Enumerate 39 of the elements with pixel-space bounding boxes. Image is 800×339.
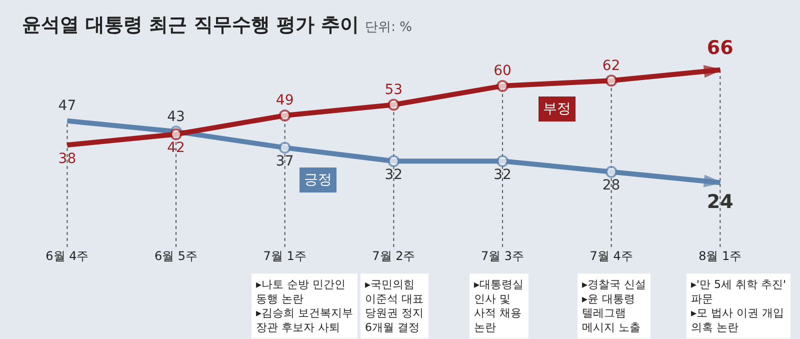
x-tick-label: 7월 2주 xyxy=(372,249,416,263)
series-label: 부정 xyxy=(543,101,571,117)
data-label: 32 xyxy=(384,166,403,183)
chart-subtitle: 단위: % xyxy=(365,20,412,35)
data-label: 43 xyxy=(167,108,185,125)
data-label: 42 xyxy=(167,140,185,156)
point xyxy=(605,74,618,87)
chart-title: 윤석열 대통령 최근 직무수행 평가 추이 xyxy=(22,14,360,36)
x-tick-label: 6월 5주 xyxy=(154,249,198,263)
point xyxy=(278,142,291,154)
data-label: 62 xyxy=(602,58,620,74)
point xyxy=(388,155,400,168)
point xyxy=(605,166,618,178)
text: ▸'만 5세 취학 추진' 파문 ▸모 법사 이권 개입 의혹 논란 xyxy=(691,278,786,334)
text: ▸국민의힘 이준석 대표 당원권 정지 6개월 결정 xyxy=(365,278,424,334)
x-tick-label: 7월 1주 xyxy=(263,249,306,263)
text: ▸나토 순방 민간인 동행 논란 ▸김승희 보건복지부 장관 후보자 사퇴 xyxy=(256,278,354,334)
text: ▸대통령실 인사 및 사적 채용 논란 xyxy=(474,278,524,334)
data-label: 37 xyxy=(276,153,294,170)
x-tick-label: 6월 4주 xyxy=(46,249,89,263)
series-label: 긍정 xyxy=(304,172,332,188)
data-label: 38 xyxy=(58,150,76,167)
point xyxy=(496,155,508,168)
data-label: 32 xyxy=(494,166,512,183)
x-tick-label: 7월 4주 xyxy=(590,249,633,263)
data-label: 60 xyxy=(494,63,512,80)
x-tick-label: 8월 1주 xyxy=(698,249,742,263)
data-label: 24 xyxy=(706,190,734,213)
data-label: 66 xyxy=(706,37,734,60)
data-label: 47 xyxy=(58,98,76,114)
point xyxy=(170,128,182,140)
point xyxy=(278,109,291,122)
data-label: 28 xyxy=(602,178,620,194)
point xyxy=(496,80,508,92)
data-label: 53 xyxy=(384,82,403,98)
x-tick-label: 7월 3주 xyxy=(480,249,524,263)
point xyxy=(388,98,400,111)
text: ▸경찰국 신설 ▸윤 대통령 텔레그램 메시지 노출 xyxy=(582,278,646,334)
data-label: 49 xyxy=(276,92,294,109)
